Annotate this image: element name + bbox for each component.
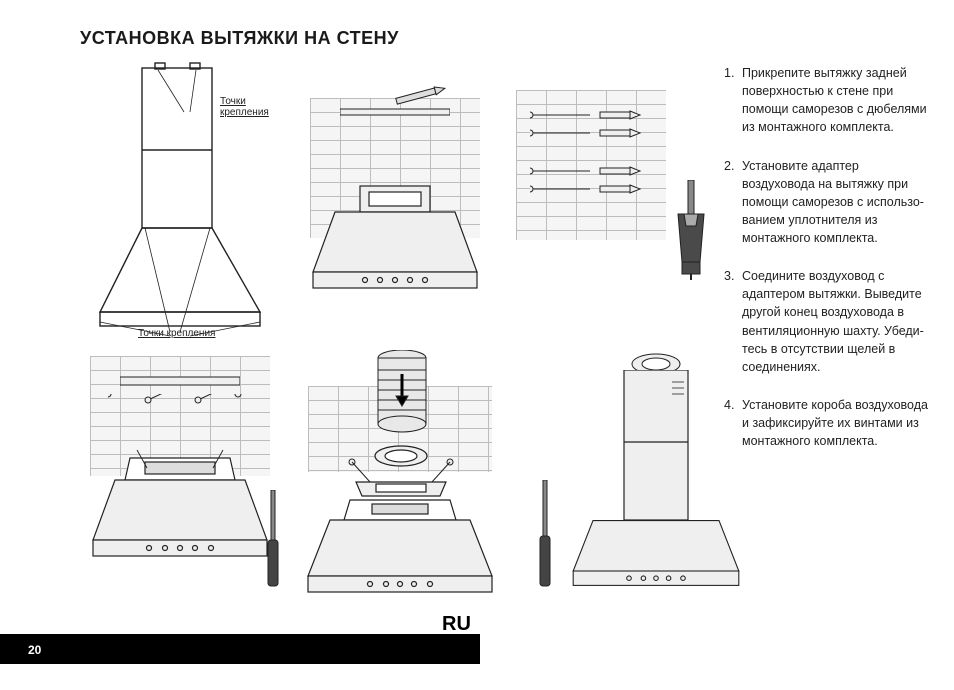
instruction-text: Прикрепите вытяжку задней поверхностью к… <box>742 66 927 134</box>
instruction-item: 2.Установите адап­тер воздуховода на выт… <box>724 157 934 248</box>
chimney-box <box>616 370 696 520</box>
language-code: RU <box>442 613 471 636</box>
label-mount-top: Точки крепления <box>220 96 269 118</box>
instruction-item: 4.Установите короба воздуховода и зафик­… <box>724 396 934 450</box>
diagram-step2 <box>80 350 280 600</box>
screwdriver-icon <box>266 490 280 590</box>
hood-open <box>85 440 275 570</box>
drill-icon <box>674 180 708 280</box>
instruction-item: 1.Прикрепите вытяжку задней поверхностью… <box>724 64 934 137</box>
diagram-step1b <box>510 70 710 330</box>
diagram-grid: Точки крепления Точки крепления <box>80 60 710 620</box>
page-title: УСТАНОВКА ВЫТЯЖКИ НА СТЕНУ <box>80 28 399 49</box>
mount-bar <box>340 108 450 118</box>
label-mount-bottom: Точки крепления <box>138 328 215 339</box>
hood-body <box>305 180 485 300</box>
instruction-text: Соедините воздуховод с адаптером вытяжки… <box>742 269 924 374</box>
hood-final <box>556 508 756 598</box>
duct-pipe <box>372 350 432 440</box>
diagram-step3 <box>300 350 500 600</box>
screws-anchors <box>530 110 660 200</box>
instructions-list: 1.Прикрепите вытяжку задней поверхностью… <box>724 64 934 470</box>
footer-black-bar <box>0 634 480 664</box>
diagram-step1a <box>300 70 490 330</box>
screwdriver-icon <box>538 480 552 590</box>
diagram-step4 <box>520 350 720 600</box>
instruction-text: Установите короба воздуховода и зафик­си… <box>742 398 928 448</box>
instruction-item: 3.Соедините воздуховод с адаптером вытяж… <box>724 267 934 376</box>
diagram-frame: Точки крепления Точки крепления <box>80 60 280 340</box>
bracket <box>120 374 240 390</box>
page-number: 20 <box>28 643 41 657</box>
bracket-screws <box>108 394 258 434</box>
instruction-text: Установите адап­тер воздуховода на вытяж… <box>742 159 924 246</box>
hood-body-3 <box>300 490 500 600</box>
